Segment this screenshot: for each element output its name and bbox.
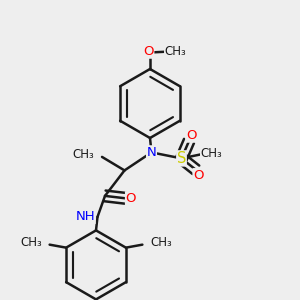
Text: CH₃: CH₃ [201, 147, 222, 161]
Text: CH₃: CH₃ [20, 236, 42, 249]
Text: NH: NH [76, 210, 95, 224]
Text: O: O [186, 129, 197, 142]
Text: S: S [177, 151, 186, 166]
Text: O: O [126, 192, 136, 205]
Text: CH₃: CH₃ [150, 236, 172, 249]
Text: CH₃: CH₃ [73, 148, 94, 161]
Text: CH₃: CH₃ [165, 45, 186, 58]
Text: O: O [193, 169, 204, 182]
Text: N: N [147, 146, 156, 159]
Text: O: O [143, 45, 154, 58]
